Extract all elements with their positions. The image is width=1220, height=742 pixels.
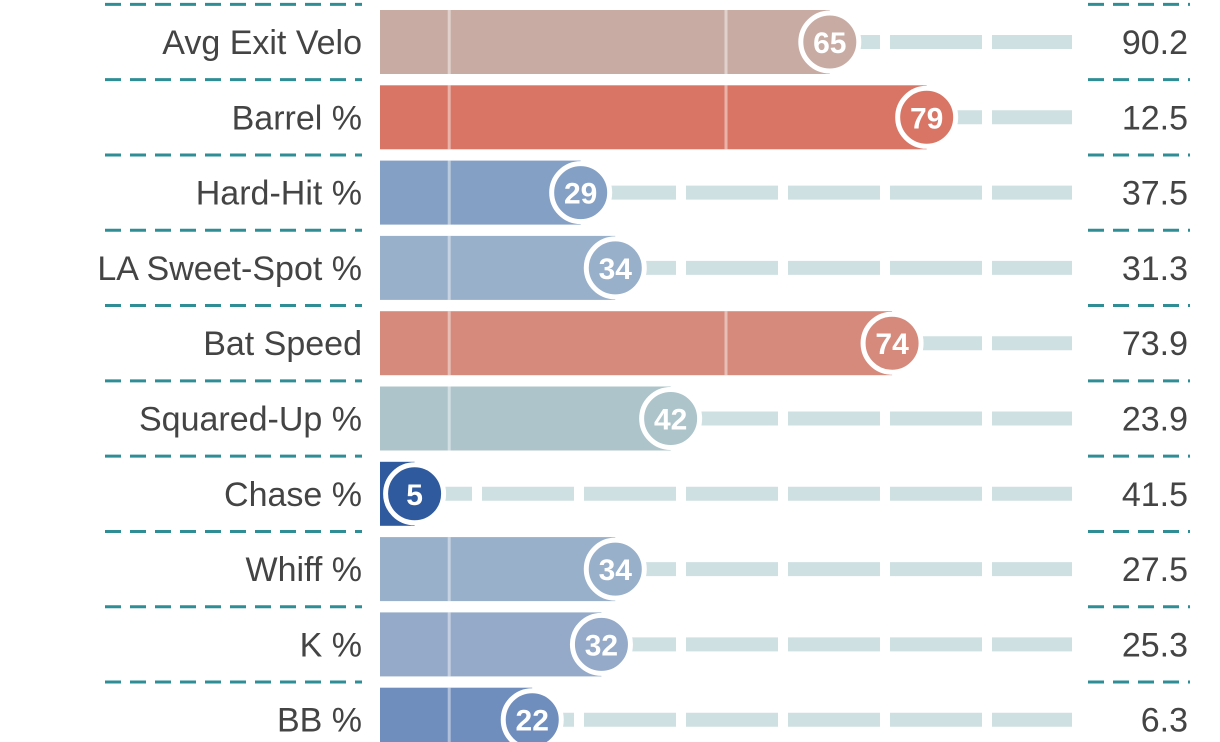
gridlines <box>105 2 1190 684</box>
percentile-text: 5 <box>406 479 423 512</box>
percentile-bar <box>380 235 616 300</box>
percentile-circle <box>549 161 613 225</box>
metric-label: Squared-Up % <box>139 401 362 439</box>
percentile-text: 74 <box>875 328 909 361</box>
metric-row: 74 Bat Speed 73.9 <box>203 311 1188 376</box>
metric-value: 23.9 <box>1122 401 1188 439</box>
metric-value: 6.3 <box>1141 702 1188 740</box>
percentile-circle <box>860 311 924 375</box>
metric-value: 25.3 <box>1122 626 1188 664</box>
percentile-bar <box>380 311 893 376</box>
metric-label: Whiff % <box>245 551 362 589</box>
metric-value: 27.5 <box>1122 551 1188 589</box>
metric-row: 42 Squared-Up % 23.9 <box>139 386 1188 451</box>
percentile-text: 32 <box>585 629 618 662</box>
percentile-circle <box>895 85 959 149</box>
percentile-text: 29 <box>564 178 597 211</box>
metric-label: Avg Exit Velo <box>162 24 362 62</box>
percentile-bar <box>380 386 671 451</box>
metric-row: 32 K % 25.3 <box>300 612 1188 677</box>
percentile-text: 42 <box>654 404 687 437</box>
metric-label: Barrel % <box>232 99 362 137</box>
metric-value: 41.5 <box>1122 476 1188 514</box>
metric-row: 22 BB % 6.3 <box>277 687 1188 742</box>
metric-row: 5 Chase % 41.5 <box>224 461 1188 526</box>
percentile-circle <box>798 10 862 74</box>
percentile-bar <box>380 537 616 602</box>
percentile-circle <box>583 537 647 601</box>
percentile-text: 22 <box>516 705 549 738</box>
chart-rows: 65 Avg Exit Velo 90.2 79 Barrel % 12.5 29 Hard-… <box>97 10 1188 742</box>
metric-label: Hard-Hit % <box>196 175 362 213</box>
metric-row: 65 Avg Exit Velo 90.2 <box>162 10 1188 74</box>
metric-row: 29 Hard-Hit % 37.5 <box>196 160 1188 225</box>
metric-value: 37.5 <box>1122 175 1188 213</box>
percentile-text: 65 <box>813 27 846 60</box>
percentile-bar <box>380 612 602 677</box>
metric-row: 34 Whiff % 27.5 <box>245 537 1188 602</box>
percentile-circle <box>569 612 633 676</box>
percentile-circle <box>583 236 647 300</box>
percentile-bar <box>380 10 830 74</box>
metric-value: 12.5 <box>1122 99 1188 137</box>
percentile-bar <box>380 160 581 225</box>
percentile-circle <box>500 688 564 742</box>
metric-label: Bat Speed <box>203 325 362 363</box>
metric-value: 31.3 <box>1122 250 1188 288</box>
metric-value: 73.9 <box>1122 325 1188 363</box>
percentile-text: 79 <box>910 102 943 135</box>
metric-row: 34 LA Sweet-Spot % 31.3 <box>97 235 1188 300</box>
metric-label: K % <box>300 626 362 664</box>
metric-label: BB % <box>277 702 362 740</box>
percentile-circle <box>639 387 703 450</box>
percentile-bar <box>380 85 927 150</box>
metric-row: 79 Barrel % 12.5 <box>232 85 1188 150</box>
metric-label: Chase % <box>224 476 362 514</box>
percentile-circle <box>383 462 447 526</box>
percentile-text: 34 <box>599 253 633 286</box>
metric-value: 90.2 <box>1122 24 1188 62</box>
percentile-text: 34 <box>599 554 633 587</box>
metric-label: LA Sweet-Spot % <box>97 250 362 288</box>
